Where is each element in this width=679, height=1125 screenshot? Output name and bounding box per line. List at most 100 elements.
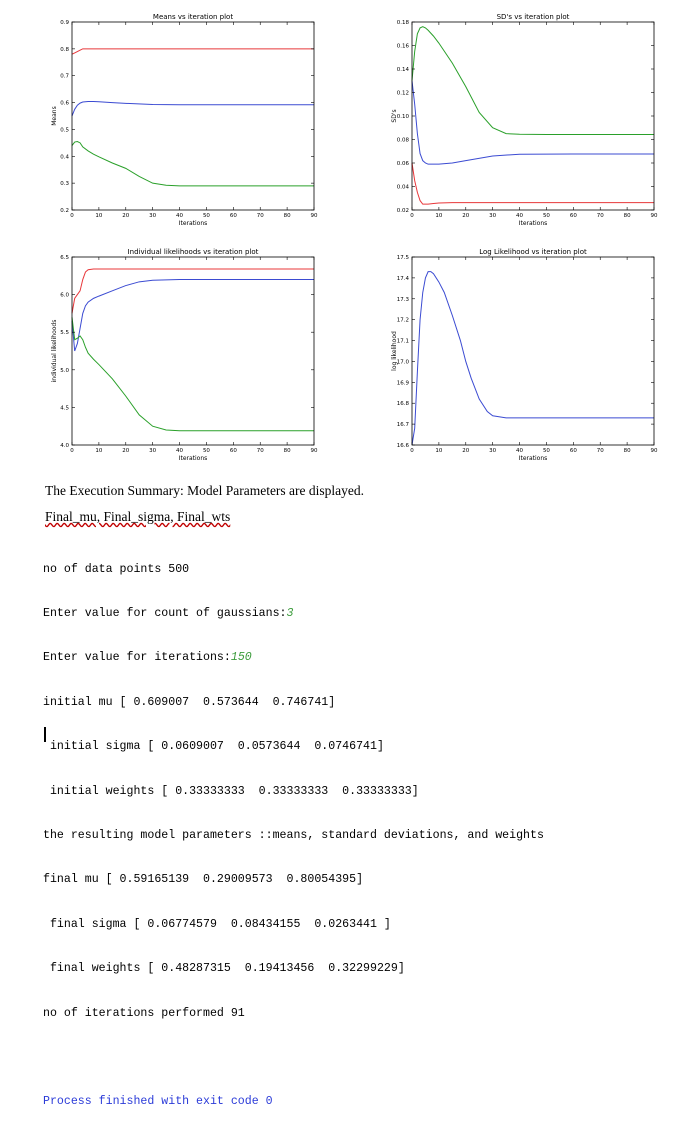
x-tick-label: 0 — [70, 213, 74, 219]
console-line: initial mu [ 0.609007 0.573644 0.746741] — [43, 695, 336, 709]
y-tick-label: 17.1 — [397, 339, 409, 345]
x-tick-label: 30 — [149, 448, 156, 454]
y-tick-label: 0.6 — [60, 101, 69, 107]
y-axis-label: SD's — [391, 109, 398, 122]
x-tick-label: 10 — [95, 448, 102, 454]
x-tick-label: 60 — [570, 213, 577, 219]
y-tick-label: 5.0 — [60, 368, 69, 374]
y-tick-label: 0.9 — [60, 20, 69, 26]
x-tick-label: 40 — [516, 213, 523, 219]
series-line-3 — [411, 26, 654, 135]
console-user-input: 150 — [230, 651, 252, 665]
console-line: Enter value for iterations:150 — [43, 651, 673, 666]
console-line: the resulting model parameters ::means, … — [43, 828, 544, 842]
y-tick-label: 16.8 — [397, 401, 410, 407]
y-tick-label: 0.08 — [397, 138, 410, 144]
x-tick-label: 70 — [257, 213, 264, 219]
y-tick-label: 0.4 — [60, 154, 69, 160]
x-tick-label: 0 — [410, 213, 414, 219]
x-tick-label: 20 — [462, 448, 469, 454]
x-tick-label: 30 — [489, 213, 496, 219]
x-tick-label: 40 — [176, 448, 183, 454]
series-line-2 — [71, 101, 314, 117]
y-axis-label: Means — [51, 106, 58, 125]
y-tick-label: 0.04 — [397, 185, 410, 191]
execution-summary-heading: The Execution Summary: Model Parameters … — [45, 483, 365, 498]
x-tick-label: 20 — [462, 213, 469, 219]
series-line-1 — [411, 162, 654, 205]
x-tick-label: 50 — [203, 448, 210, 454]
x-axis-label: Iterations — [519, 220, 548, 227]
means-plot: Means vs iteration plot 0 10 20 30 40 50 60 70 80… — [0, 8, 330, 233]
console-user-input: 3 — [286, 606, 294, 620]
console-output: no of data points 500 Enter value for co… — [43, 533, 673, 1125]
console-blank-line — [43, 1051, 673, 1066]
x-tick-label: 60 — [230, 213, 237, 219]
y-tick-label: 17.0 — [397, 359, 410, 365]
series-line-1 — [71, 268, 314, 314]
x-tick-label: 90 — [651, 448, 658, 454]
x-tick-label: 10 — [435, 213, 442, 219]
plot-frame — [71, 21, 315, 211]
x-tick-label: 30 — [149, 213, 156, 219]
console-line: final sigma [ 0.06774579 0.08434155 0.02… — [43, 917, 391, 931]
y-tick-label: 0.14 — [397, 67, 410, 73]
console-line: Enter value for count of gaussians:3 — [43, 607, 673, 622]
x-tick-label: 60 — [570, 448, 577, 454]
y-tick-label: 0.10 — [397, 114, 410, 120]
console-text-cursor[interactable] — [44, 727, 46, 742]
y-tick-label: 0.8 — [60, 47, 69, 53]
x-tick-label: 90 — [311, 448, 318, 454]
console-line: final weights [ 0.48287315 0.19413456 0.… — [43, 962, 405, 976]
chart-title: Log Likelihood vs iteration plot — [479, 248, 587, 256]
y-tick-label: 4.5 — [60, 405, 69, 411]
console-line: no of data points 500 — [43, 562, 190, 576]
x-tick-label: 90 — [651, 213, 658, 219]
x-tick-label: 10 — [435, 448, 442, 454]
y-tick-label: 6.5 — [60, 255, 69, 261]
x-tick-label: 70 — [597, 448, 604, 454]
y-tick-label: 0.5 — [60, 127, 69, 133]
console-line: no of iterations performed 91 — [43, 1006, 245, 1020]
log-likelihood-plot: Log Likelihood vs iteration plot 0 10 20 30 4… — [340, 243, 670, 468]
console-line: initial sigma [ 0.0609007 0.0573644 0.07… — [43, 740, 384, 754]
y-tick-label: 5.5 — [60, 330, 69, 336]
final-parameters-label: Final_mu, Final_sigma, Final_wts — [45, 509, 231, 524]
means-chart-svg: Means vs iteration plot 0 10 20 30 40 50 60 70 80… — [51, 13, 318, 227]
y-tick-label: 4.0 — [60, 443, 69, 449]
console-line: final mu [ 0.59165139 0.29009573 0.80054… — [43, 873, 364, 887]
plot-frame — [71, 256, 315, 446]
x-tick-label: 80 — [624, 213, 631, 219]
x-tick-label: 50 — [543, 213, 550, 219]
individual-likelihoods-plot: Individual likelihoods vs iteration plot… — [0, 243, 330, 468]
plot-frame — [411, 21, 655, 211]
chart-title: Individual likelihoods vs iteration plot — [128, 248, 259, 256]
y-tick-label: 16.9 — [397, 380, 410, 386]
y-tick-label: 16.7 — [397, 422, 410, 428]
y-tick-label: 0.12 — [397, 91, 409, 97]
series-line-1 — [411, 271, 654, 446]
x-tick-label: 20 — [122, 213, 129, 219]
x-tick-label: 40 — [516, 448, 523, 454]
y-tick-label: 17.2 — [397, 318, 409, 324]
chart-title: SD's vs iteration plot — [497, 13, 570, 21]
x-tick-label: 80 — [624, 448, 631, 454]
chart-title: Means vs iteration plot — [153, 13, 233, 21]
x-axis-label: Iterations — [179, 455, 208, 462]
x-tick-label: 90 — [311, 213, 318, 219]
plot-frame — [411, 256, 655, 446]
x-axis-label: Iterations — [179, 220, 208, 227]
y-tick-label: 0.3 — [60, 181, 69, 187]
y-tick-label: 16.6 — [397, 443, 410, 449]
y-tick-label: 0.06 — [397, 161, 410, 167]
sds-plot: SD's vs iteration plot 0 10 20 30 40 50 60 70 80 9… — [340, 8, 670, 233]
y-axis-label: log likelihood — [391, 331, 398, 371]
x-tick-label: 40 — [176, 213, 183, 219]
y-tick-label: 0.02 — [397, 208, 409, 214]
x-tick-label: 80 — [284, 448, 291, 454]
x-tick-label: 70 — [597, 213, 604, 219]
y-tick-label: 17.4 — [397, 276, 410, 282]
y-tick-label: 0.18 — [397, 20, 410, 26]
y-tick-label: 0.7 — [60, 74, 69, 80]
x-tick-label: 80 — [284, 213, 291, 219]
